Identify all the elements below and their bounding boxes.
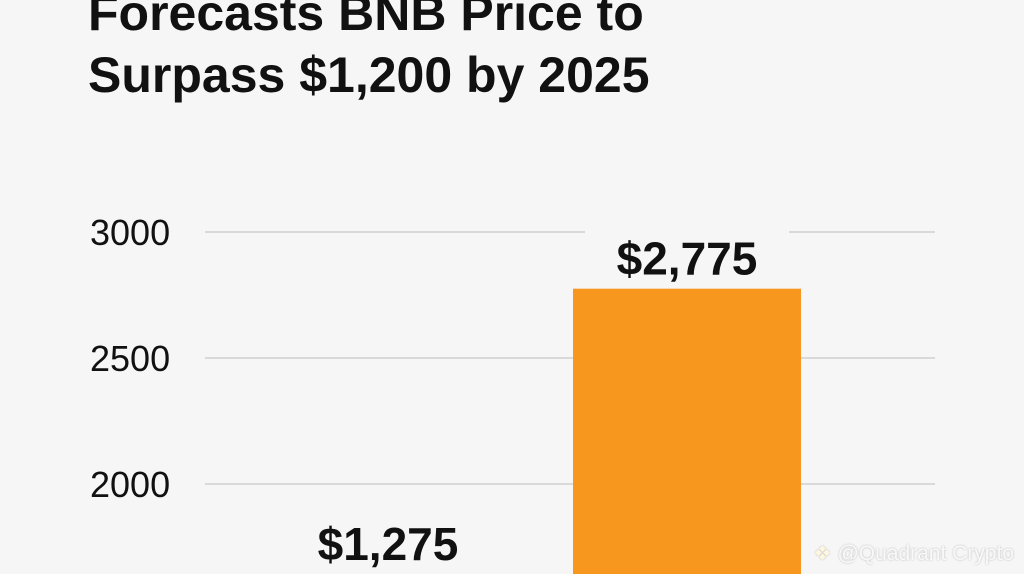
y-tick-label-2500: 2500 <box>90 338 170 379</box>
y-tick-label-2000: 2000 <box>90 464 170 505</box>
data-label-bg-0 <box>286 516 490 570</box>
bar-1 <box>573 288 801 574</box>
chart-title-line-2: Surpass $1,200 by 2025 <box>88 47 650 103</box>
data-label-0: $1,275 <box>318 518 459 570</box>
binance-diamond-icon: ❖ <box>813 543 832 565</box>
watermark: ❖ @Quadrant Crypto <box>814 541 1015 566</box>
y-tick-label-3000: 3000 <box>90 212 170 253</box>
watermark-text: @Quadrant Crypto <box>837 541 1014 565</box>
data-label-bg-1 <box>585 230 789 285</box>
data-label-1: $2,775 <box>617 233 758 285</box>
chart-title: Forecasts BNB Price to Surpass $1,200 by… <box>88 0 650 106</box>
chart-title-line-1: Forecasts BNB Price to <box>88 0 644 41</box>
